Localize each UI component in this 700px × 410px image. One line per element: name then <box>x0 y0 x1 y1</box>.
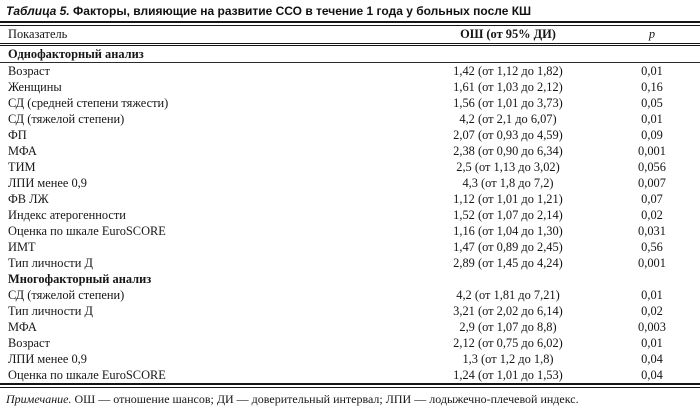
table-row: Тип личности Д 2,89 (от 1,45 до 4,24) 0,… <box>0 255 700 271</box>
indicator-cell: Возраст <box>8 335 50 350</box>
p-value-cell: 0,01 <box>641 287 663 302</box>
indicator-cell: Оценка по шкале EuroSCORE <box>8 223 166 238</box>
indicator-cell: МФА <box>8 143 37 158</box>
or-ci-cell: 2,5 (от 1,13 до 3,02) <box>456 159 560 174</box>
p-value-cell: 0,02 <box>641 207 663 222</box>
or-ci-cell: 2,89 (от 1,45 до 4,24) <box>453 255 563 270</box>
indicator-cell: Женщины <box>8 79 62 94</box>
p-value-cell: 0,04 <box>641 367 663 382</box>
table-row: ИМТ 1,47 (от 0,89 до 2,45) 0,56 <box>0 239 700 255</box>
indicator-cell: ЛПИ менее 0,9 <box>8 351 87 366</box>
or-ci-cell: 3,21 (от 2,02 до 6,14) <box>453 303 563 318</box>
p-value-cell: 0,001 <box>638 255 666 270</box>
or-ci-cell: 2,9 (от 1,07 до 8,8) <box>459 319 557 334</box>
or-ci-cell: 1,61 (от 1,03 до 2,12) <box>453 79 563 94</box>
table-row: ЛПИ менее 0,9 4,3 (от 1,8 до 7,2) 0,007 <box>0 175 700 191</box>
p-value-cell: 0,01 <box>641 63 663 78</box>
indicator-cell: Оценка по шкале EuroSCORE <box>8 367 166 382</box>
or-ci-cell: 1,42 (от 1,12 до 1,82) <box>453 63 563 78</box>
table-row: Тип личности Д 3,21 (от 2,02 до 6,14) 0,… <box>0 303 700 319</box>
p-value-cell: 0,01 <box>641 111 663 126</box>
results-table: Показатель ОШ (от 95% ДИ) p Однофакторны… <box>0 26 700 383</box>
column-header-p: p <box>648 27 656 41</box>
bottom-rule <box>0 383 700 388</box>
table-row: ФВ ЛЖ 1,12 (от 1,01 до 1,21) 0,07 <box>0 191 700 207</box>
indicator-cell: Тип личности Д <box>8 303 93 318</box>
or-ci-cell: 4,2 (от 2,1 до 6,07) <box>459 111 557 126</box>
or-ci-cell: 1,3 (от 1,2 до 1,8) <box>462 351 554 366</box>
p-value-cell: 0,04 <box>641 351 663 366</box>
table-footnote: Примечание. ОШ — отношение шансов; ДИ — … <box>0 388 700 409</box>
or-ci-cell: 4,3 (от 1,8 до 7,2) <box>462 175 554 190</box>
indicator-cell: СД (тяжелой степени) <box>8 287 125 302</box>
table-row: МФА 2,38 (от 0,90 до 6,34) 0,001 <box>0 143 700 159</box>
indicator-cell: Возраст <box>8 63 50 78</box>
or-ci-cell: 1,47 (от 0,89 до 2,45) <box>453 239 563 254</box>
table-row: МФА 2,9 (от 1,07 до 8,8) 0,003 <box>0 319 700 335</box>
or-ci-cell: 1,52 (от 1,07 до 2,14) <box>453 207 563 222</box>
p-value-cell: 0,56 <box>641 239 663 254</box>
p-value-cell: 0,007 <box>638 175 666 190</box>
section-row-univariate: Однофакторный анализ <box>0 45 700 63</box>
column-header-indicator: Показатель <box>8 27 68 41</box>
or-ci-cell: 1,16 (от 1,04 до 1,30) <box>453 223 563 238</box>
table-row: ТИМ 2,5 (от 1,13 до 3,02) 0,056 <box>0 159 700 175</box>
indicator-cell: ТИМ <box>8 159 36 174</box>
p-value-cell: 0,003 <box>638 319 666 334</box>
table-row: СД (тяжелой степени) 4,2 (от 2,1 до 6,07… <box>0 111 700 127</box>
indicator-cell: ИМТ <box>8 239 36 254</box>
indicator-cell: ФВ ЛЖ <box>8 191 49 206</box>
indicator-cell: ФП <box>8 127 27 142</box>
indicator-cell: Индекс атерогенности <box>8 207 126 222</box>
table-row: СД (средней степени тяжести) 1,56 (от 1,… <box>0 95 700 111</box>
p-value-cell: 0,09 <box>641 127 663 142</box>
indicator-cell: МФА <box>8 319 37 334</box>
or-ci-cell: 2,07 (от 0,93 до 4,59) <box>453 127 563 142</box>
indicator-cell: СД (средней степени тяжести) <box>8 95 169 110</box>
or-ci-cell: 1,56 (от 1,01 до 3,73) <box>453 95 563 110</box>
table-row: СД (тяжелой степени) 4,2 (от 1,81 до 7,2… <box>0 287 700 303</box>
p-value-cell: 0,02 <box>641 303 663 318</box>
table-number: Таблица 5. <box>6 4 70 18</box>
section-row-multivariate: Многофакторный анализ <box>0 271 700 287</box>
p-value-cell: 0,16 <box>641 79 663 94</box>
p-value-cell: 0,031 <box>638 223 666 238</box>
indicator-cell: ЛПИ менее 0,9 <box>8 175 87 190</box>
or-ci-cell: 4,2 (от 1,81 до 7,21) <box>456 287 560 302</box>
table-caption: Факторы, влияющие на развитие ССО в тече… <box>73 4 532 18</box>
footnote-text: ОШ — отношение шансов; ДИ — доверительны… <box>74 392 579 406</box>
table-row: Оценка по шкале EuroSCORE 1,24 (от 1,01 … <box>0 367 700 383</box>
table-row: Возраст 2,12 (от 0,75 до 6,02) 0,01 <box>0 335 700 351</box>
or-ci-cell: 2,12 (от 0,75 до 6,02) <box>453 335 563 350</box>
table-row: Оценка по шкале EuroSCORE 1,16 (от 1,04 … <box>0 223 700 239</box>
p-value-cell: 0,056 <box>638 159 666 174</box>
section-header: Однофакторный анализ <box>8 46 144 61</box>
table-row: ФП 2,07 (от 0,93 до 4,59) 0,09 <box>0 127 700 143</box>
table-row: Возраст 1,42 (от 1,12 до 1,82) 0,01 <box>0 63 700 80</box>
or-ci-cell: 2,38 (от 0,90 до 6,34) <box>453 143 563 158</box>
indicator-cell: СД (тяжелой степени) <box>8 111 125 126</box>
column-header-or-ci: ОШ (от 95% ДИ) <box>460 27 556 41</box>
table-row: Женщины 1,61 (от 1,03 до 2,12) 0,16 <box>0 79 700 95</box>
title-rule <box>0 21 700 26</box>
table-header-row: Показатель ОШ (от 95% ДИ) p <box>0 26 700 45</box>
or-ci-cell: 1,12 (от 1,01 до 1,21) <box>453 191 563 206</box>
table-row: ЛПИ менее 0,9 1,3 (от 1,2 до 1,8) 0,04 <box>0 351 700 367</box>
p-value-cell: 0,05 <box>641 95 663 110</box>
p-value-cell: 0,001 <box>638 143 666 158</box>
p-value-cell: 0,01 <box>641 335 663 350</box>
section-header: Многофакторный анализ <box>8 271 152 286</box>
indicator-cell: Тип личности Д <box>8 255 93 270</box>
table-title: Таблица 5. Факторы, влияющие на развитие… <box>0 0 700 21</box>
table-row: Индекс атерогенности 1,52 (от 1,07 до 2,… <box>0 207 700 223</box>
p-value-cell: 0,07 <box>641 191 663 206</box>
footnote-label: Примечание. <box>6 392 72 406</box>
or-ci-cell: 1,24 (от 1,01 до 1,53) <box>453 367 563 382</box>
